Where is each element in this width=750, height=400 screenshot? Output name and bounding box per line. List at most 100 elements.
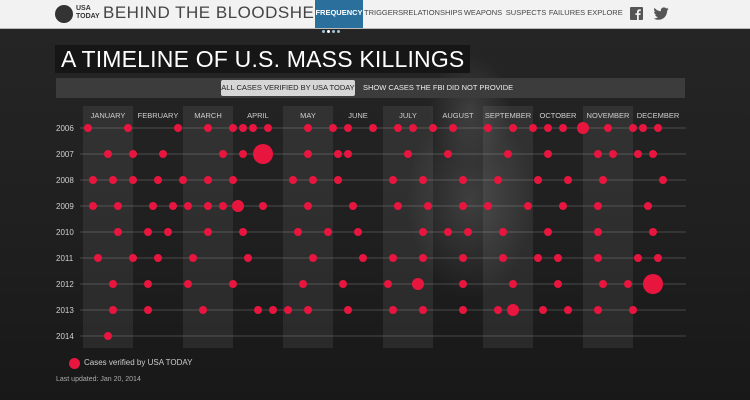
event-dot-2011-15[interactable]: [654, 254, 662, 262]
event-dot-2010-3[interactable]: [204, 228, 212, 236]
event-dot-2006-5[interactable]: [239, 124, 247, 132]
event-dot-2006-13[interactable]: [409, 124, 417, 132]
event-dot-2006-0[interactable]: [84, 124, 92, 132]
event-dot-2013-7[interactable]: [344, 306, 352, 314]
event-dot-2006-17[interactable]: [509, 124, 517, 132]
event-dot-2006-20[interactable]: [559, 124, 567, 132]
event-dot-2013-13[interactable]: [539, 306, 547, 314]
event-dot-2007-10[interactable]: [444, 150, 452, 158]
site-title[interactable]: BEHIND THE BLOODSHED: [103, 3, 328, 22]
event-dot-2011-10[interactable]: [499, 254, 507, 262]
event-dot-2006-2[interactable]: [174, 124, 182, 132]
event-dot-2012-1[interactable]: [144, 280, 152, 288]
event-dot-2008-16[interactable]: [599, 176, 607, 184]
event-dot-2009-17[interactable]: [594, 202, 602, 210]
event-dot-2012-6[interactable]: [384, 280, 392, 288]
event-dot-2008-6[interactable]: [229, 176, 237, 184]
nav-suspects[interactable]: SUSPECTS: [505, 8, 547, 17]
event-dot-2008-17[interactable]: [659, 176, 667, 184]
all-cases-toggle-button[interactable]: ALL CASES VERIFIED BY USA TODAY: [221, 80, 355, 96]
event-dot-2012-3[interactable]: [229, 280, 237, 288]
nav-explore[interactable]: EXPLORE: [587, 8, 623, 17]
event-dot-2008-12[interactable]: [459, 176, 467, 184]
event-dot-2012-10[interactable]: [554, 280, 562, 288]
event-dot-2009-15[interactable]: [524, 202, 532, 210]
event-dot-2010-9[interactable]: [444, 228, 452, 236]
event-dot-2006-19[interactable]: [544, 124, 552, 132]
event-dot-2006-7[interactable]: [264, 124, 272, 132]
event-dot-2011-3[interactable]: [189, 254, 197, 262]
event-dot-2009-8[interactable]: [259, 202, 267, 210]
event-dot-2009-12[interactable]: [424, 202, 432, 210]
event-dot-2010-10[interactable]: [464, 228, 472, 236]
event-dot-2013-6[interactable]: [304, 306, 312, 314]
facebook-icon[interactable]: [630, 7, 643, 20]
event-dot-2006-14[interactable]: [429, 124, 437, 132]
event-dot-2013-11[interactable]: [494, 306, 502, 314]
event-dot-2008-14[interactable]: [534, 176, 542, 184]
event-dot-2009-11[interactable]: [394, 202, 402, 210]
event-dot-2013-8[interactable]: [389, 306, 397, 314]
event-dot-2010-6[interactable]: [324, 228, 332, 236]
event-dot-2013-4[interactable]: [269, 306, 277, 314]
event-dot-2012-8[interactable]: [459, 280, 467, 288]
event-dot-2008-15[interactable]: [564, 176, 572, 184]
event-dot-2006-12[interactable]: [394, 124, 402, 132]
event-dot-2010-12[interactable]: [544, 228, 552, 236]
event-dot-2012-11[interactable]: [599, 280, 607, 288]
event-dot-2007-9[interactable]: [404, 150, 412, 158]
event-dot-2013-16[interactable]: [629, 306, 637, 314]
event-dot-2007-16[interactable]: [649, 150, 657, 158]
event-dot-2006-25[interactable]: [654, 124, 662, 132]
event-dot-2008-8[interactable]: [309, 176, 317, 184]
nav-relationships[interactable]: RELATIONSHIPS: [403, 8, 463, 17]
event-dot-2010-0[interactable]: [114, 228, 122, 236]
nav-triggers[interactable]: TRIGGERS: [364, 8, 404, 17]
event-dot-2009-2[interactable]: [149, 202, 157, 210]
event-dot-2008-9[interactable]: [334, 176, 342, 184]
event-dot-2011-0[interactable]: [94, 254, 102, 262]
event-dot-2010-8[interactable]: [419, 228, 427, 236]
event-dot-2009-1[interactable]: [114, 202, 122, 210]
nav-frequency[interactable]: FREQUENCY: [315, 0, 363, 28]
event-dot-2012-12[interactable]: [624, 280, 632, 288]
event-dot-2009-10[interactable]: [349, 202, 357, 210]
event-dot-2007-15[interactable]: [634, 150, 642, 158]
event-dot-2008-7[interactable]: [289, 176, 297, 184]
event-dot-2007-4[interactable]: [239, 150, 247, 158]
event-dot-2007-1[interactable]: [129, 150, 137, 158]
event-dot-2013-2[interactable]: [199, 306, 207, 314]
event-dot-2014-0[interactable]: [104, 332, 112, 340]
event-dot-2006-3[interactable]: [204, 124, 212, 132]
event-dot-2008-10[interactable]: [389, 176, 397, 184]
event-dot-2013-10[interactable]: [459, 306, 467, 314]
event-dot-2006-1[interactable]: [124, 124, 132, 132]
event-dot-2008-4[interactable]: [179, 176, 187, 184]
event-dot-2007-3[interactable]: [219, 150, 227, 158]
event-dot-2006-4[interactable]: [229, 124, 237, 132]
event-dot-2006-9[interactable]: [329, 124, 337, 132]
twitter-icon[interactable]: [654, 7, 669, 20]
event-dot-2009-9[interactable]: [304, 202, 312, 210]
nav-failures[interactable]: FAILURES: [548, 8, 586, 17]
event-dot-2012-5[interactable]: [339, 280, 347, 288]
event-dot-2010-11[interactable]: [499, 228, 507, 236]
event-dot-2012-9[interactable]: [509, 280, 517, 288]
event-dot-2011-7[interactable]: [389, 254, 397, 262]
event-dot-2008-11[interactable]: [419, 176, 427, 184]
event-dot-2012-4[interactable]: [299, 280, 307, 288]
event-dot-2010-5[interactable]: [294, 228, 302, 236]
event-dot-2010-1[interactable]: [144, 228, 152, 236]
event-dot-2010-13[interactable]: [594, 228, 602, 236]
event-dot-2013-14[interactable]: [564, 306, 572, 314]
event-dot-2007-14[interactable]: [609, 150, 617, 158]
event-dot-2012-7[interactable]: [412, 278, 424, 290]
event-dot-2007-6[interactable]: [304, 150, 312, 158]
event-dot-2006-18[interactable]: [529, 124, 537, 132]
event-dot-2006-11[interactable]: [369, 124, 377, 132]
event-dot-2006-16[interactable]: [484, 124, 492, 132]
event-dot-2012-2[interactable]: [184, 280, 192, 288]
event-dot-2013-1[interactable]: [144, 306, 152, 314]
event-dot-2007-12[interactable]: [544, 150, 552, 158]
event-dot-2009-4[interactable]: [184, 202, 192, 210]
